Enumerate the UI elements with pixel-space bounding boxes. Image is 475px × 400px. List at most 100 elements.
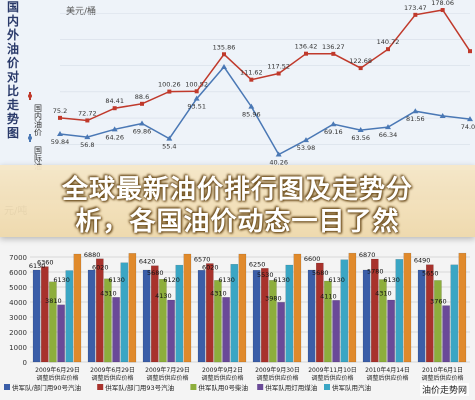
bar-mark-series-4	[332, 300, 340, 363]
line-data-label-bottom: 66.34	[379, 131, 398, 139]
line-point-s2	[467, 116, 473, 122]
bar-legend-swatch-4	[257, 384, 264, 390]
bar-category-label: 调整后供应价格	[201, 374, 243, 382]
bar-y-tick-label: 1000	[9, 344, 27, 352]
bar-mark-series-6	[128, 253, 137, 363]
bar-mark-series-4	[442, 305, 450, 363]
line-data-label-top: 140.72	[377, 38, 400, 46]
line-data-label-bottom: 63.56	[351, 134, 370, 142]
bar-mark-series-5	[120, 262, 129, 363]
headline-line-2: 析，各国油价动态一目了然	[75, 207, 400, 237]
bar-category-label: 2009年6月29日	[90, 366, 135, 374]
bar-data-label: 5680	[312, 269, 329, 277]
bar-data-label: 6130	[383, 276, 400, 284]
bar-category-label: 2009年7月29日	[145, 366, 190, 374]
bar-data-label: 6490	[414, 257, 431, 265]
bar-y-tick-label: 7000	[9, 254, 27, 262]
bar-mark-series-2	[426, 264, 434, 363]
bar-y-tick-label: 3000	[9, 314, 27, 322]
bar-mark-series-1	[307, 269, 316, 363]
bar-mark-series-1	[197, 269, 206, 363]
line-point-s1	[304, 51, 308, 56]
line-data-label-top: 135.86	[213, 43, 236, 51]
line-data-label-bottom: 56.8	[80, 141, 94, 149]
bar-category-label: 2009年6月29日	[35, 366, 80, 374]
line-point-s2	[139, 120, 145, 126]
line-data-label-bottom: 85.96	[242, 111, 261, 119]
bar-mark-series-3	[104, 278, 112, 363]
bar-legend-swatch-2	[97, 384, 104, 390]
bar-y-tick-label: 0	[23, 359, 27, 367]
bar-mark-series-2	[150, 265, 159, 363]
line-data-label-bottom: 59.84	[51, 138, 70, 146]
bar-category-label: 2009年9月30日	[255, 366, 300, 374]
bar-mark-series-5	[285, 264, 294, 363]
line-data-label-top: 75.2	[53, 107, 67, 115]
bar-mark-series-4	[277, 302, 285, 363]
line-data-label-bottom: 53.98	[297, 144, 316, 152]
legend-label-1: 国内油价	[34, 104, 43, 136]
bar-data-label: 4110	[320, 292, 337, 300]
line-data-label-bottom: 69.16	[324, 128, 343, 136]
bar-data-label: 6250	[249, 260, 266, 268]
bar-data-label: 6600	[304, 255, 321, 263]
bar-data-label: 6130	[273, 276, 290, 284]
line-point-s1	[194, 89, 199, 94]
bar-data-label: 6020	[92, 264, 109, 272]
bar-data-label: 6020	[202, 264, 219, 272]
bar-mark-series-5	[395, 259, 404, 363]
bar-data-label: 3760	[430, 298, 447, 306]
bar-mark-series-4	[57, 304, 65, 363]
bar-chart: 元/吨0100020003000400050006000700061306360…	[4, 204, 470, 392]
bar-category-label: 调整后供应价格	[366, 374, 408, 382]
bar-mark-series-5	[340, 259, 349, 363]
legend-label-2: 国际油价	[34, 146, 43, 170]
bar-mark-series-6	[238, 253, 247, 363]
line-data-label-bottom: 40.26	[269, 158, 288, 166]
bar-legend-swatch-5	[324, 384, 330, 390]
line-point-s2	[248, 103, 255, 109]
bar-category-label: 调整后供应价格	[146, 374, 188, 382]
bar-category-label: 调整后供应价格	[311, 374, 353, 382]
line-point-s1	[58, 115, 62, 120]
line-point-s2	[439, 112, 446, 118]
line-point-s1	[85, 118, 90, 123]
line-series-2	[59, 65, 471, 156]
bar-mark-series-5	[175, 264, 184, 363]
bar-y-tick-label: 5000	[9, 284, 27, 292]
bar-mark-series-1	[417, 269, 426, 363]
line-point-s1	[222, 52, 226, 57]
bar-mark-series-3	[159, 278, 167, 363]
bar-data-label: 5530	[257, 271, 274, 279]
bar-legend-label-5: 供军队用汽油	[332, 383, 371, 392]
line-data-label-top: 178.06	[431, 0, 454, 7]
line-point-s2	[84, 134, 91, 140]
bar-data-label: 6360	[37, 259, 54, 267]
bar-chart-panel: 元/吨0100020003000400050006000700061306360…	[0, 200, 475, 400]
line-point-s2	[166, 135, 173, 141]
line-data-label-top: 136.42	[295, 43, 318, 51]
bar-mark-series-3	[379, 279, 387, 363]
bar-category-label: 调整后供应价格	[256, 374, 298, 382]
bar-data-label: 6130	[108, 276, 125, 284]
bar-data-label: 6130	[29, 262, 46, 270]
bar-mark-series-4	[167, 299, 175, 363]
bar-data-label: 6880	[84, 251, 101, 259]
bar-data-label: 5650	[422, 269, 439, 277]
bar-data-label: 6870	[359, 251, 376, 259]
line-point-s2	[303, 137, 309, 143]
line-data-label-top: 72.72	[78, 109, 97, 117]
bar-mark-series-1	[32, 269, 41, 363]
bar-y-tick-label: 6000	[9, 269, 27, 277]
line-data-label-top: 84.41	[105, 97, 124, 105]
bar-data-label: 6130	[218, 276, 235, 284]
line-data-label-top: 122.68	[349, 57, 372, 65]
line-data-label-top: 136.27	[322, 43, 345, 51]
headline-line-1: 全球最新油价排行图及走势分	[61, 175, 413, 205]
bar-mark-series-1	[87, 269, 96, 363]
line-data-label-top: 117.52	[267, 62, 290, 70]
bar-legend-label-2: 供军队/部门用93号汽油	[105, 383, 174, 392]
line-point-s1	[358, 66, 363, 71]
line-point-s1	[112, 106, 117, 111]
